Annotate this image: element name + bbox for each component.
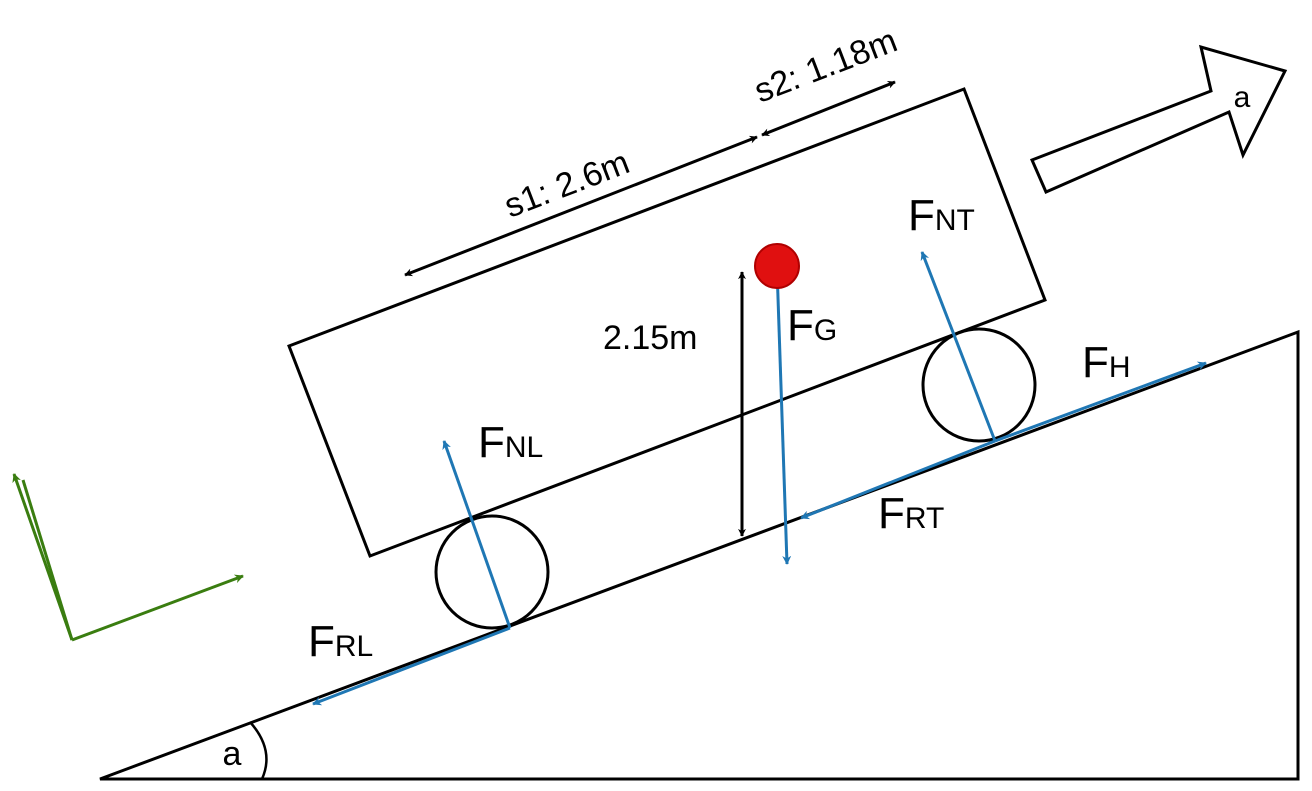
force-fnt-arrow <box>920 251 997 442</box>
dim-s2-arrow <box>761 80 896 137</box>
force-frt-arrow <box>800 439 996 520</box>
axis-x-arrow <box>71 574 244 642</box>
force-fg-label: FG <box>787 301 837 350</box>
front-wheel <box>921 327 1037 443</box>
force-frt-label: FRT <box>878 489 944 538</box>
dim-s1-arrow <box>404 135 758 277</box>
acceleration-label: a <box>1234 81 1251 114</box>
force-frl-label: FRL <box>308 617 373 666</box>
force-fh-label: FH <box>1082 338 1131 387</box>
force-fnt-label: FNT <box>908 191 975 240</box>
force-fnl-arrow <box>442 440 512 629</box>
axis-y-arrow <box>12 473 74 641</box>
dim-height-label: 2.15m <box>603 319 698 357</box>
acceleration-arrow <box>1029 44 1288 194</box>
angle-arc <box>249 721 268 780</box>
force-fg-arrow <box>775 267 792 565</box>
dim-s2-label: s2: 1.18m <box>749 21 902 110</box>
force-frl-arrow <box>312 626 511 706</box>
angle-label: a <box>223 735 242 773</box>
force-fh-arrow <box>994 361 1207 443</box>
force-fnl-label: FNL <box>478 418 543 467</box>
dim-s1-label: s1: 2.6m <box>499 143 634 225</box>
rear-wheel <box>434 514 550 630</box>
center-of-mass <box>754 243 800 289</box>
incline <box>99 329 1300 781</box>
